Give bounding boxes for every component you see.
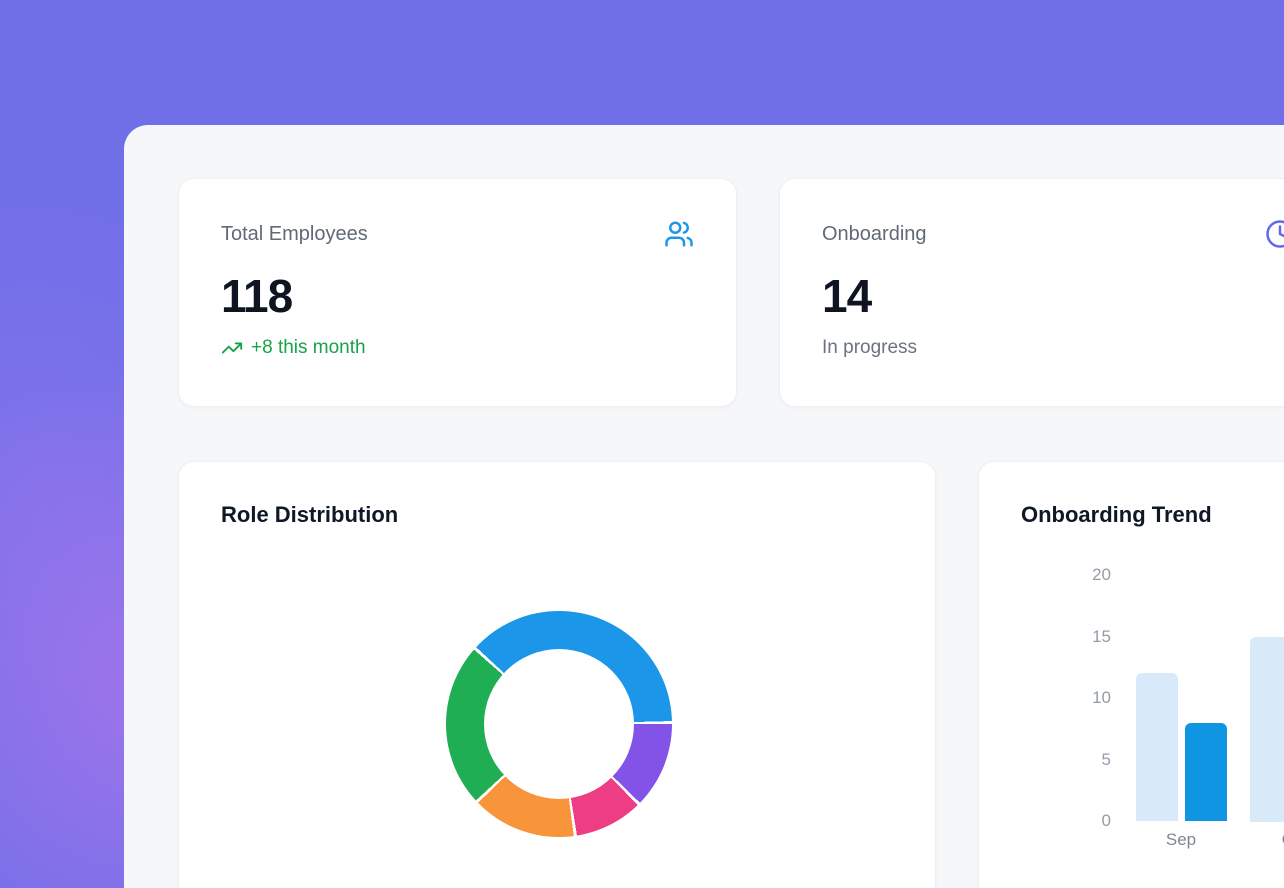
onboarding-card: Onboarding 14 In progress [779,178,1284,407]
onboarding-trend-card: Onboarding Trend 20 15 10 5 0 Sep Oct [978,461,1284,888]
stat-status: In progress [822,337,1284,359]
trend-bar-light-oct [1250,637,1284,822]
dashboard-panel: Total Employees 118 +8 this month [124,125,1284,888]
y-axis-tick-label: 0 [1101,811,1111,830]
clock-icon [1265,219,1284,249]
stat-label: Onboarding [822,223,927,245]
stat-label: Total Employees [221,223,368,245]
role-donut [446,611,672,837]
y-axis-tick-label: 20 [1092,565,1111,584]
y-axis-tick-label: 5 [1101,749,1111,769]
stat-card-header: Onboarding [822,219,1284,249]
stat-delta-text: +8 this month [251,337,366,358]
chart-title: Role Distribution [221,502,399,527]
users-icon [664,219,694,249]
stat-status-text: In progress [822,337,918,358]
y-axis-tick-label: 10 [1092,688,1111,707]
trend-bar-light-sep [1136,673,1178,821]
trend-bar-dark-sep [1185,723,1227,821]
x-axis-label: Oct [1250,830,1284,850]
chart-title: Onboarding Trend [1021,502,1212,527]
stat-card-header: Total Employees [221,219,694,249]
y-axis-tick-label: 15 [1092,626,1111,646]
trending-up-icon [221,337,243,359]
stat-value: 14 [822,270,872,322]
stat-delta: +8 this month [221,337,694,359]
x-axis-label: Sep [1165,830,1197,849]
total-employees-card: Total Employees 118 +8 this month [178,178,737,407]
trend-chart: 20 15 10 5 0 Sep Oct [979,462,1284,888]
role-distribution-card: Role Distribution [178,461,936,888]
stat-value: 118 [221,270,293,322]
